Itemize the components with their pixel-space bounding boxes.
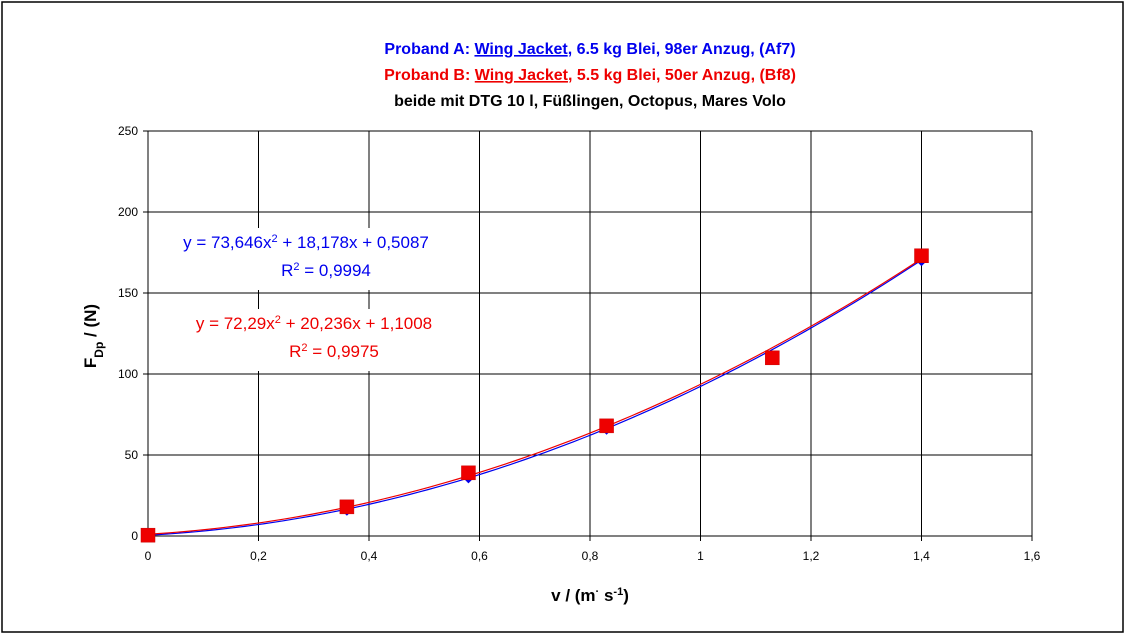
r-squared-exponent: 2 <box>301 342 307 354</box>
data-point-series-b <box>140 527 156 543</box>
r-squared-exponent: 2 <box>293 261 299 273</box>
x-tick-label: 1,4 <box>913 549 930 563</box>
y-axis-label-part: F <box>81 358 100 368</box>
equation-part: + 18,178x + 0,5087 <box>278 233 429 252</box>
y-tick-label: 150 <box>118 286 138 300</box>
y-tick-label: 250 <box>118 124 138 138</box>
chart-title-line: Proband B: Wing Jacket, 5.5 kg Blei, 50e… <box>384 67 796 84</box>
x-axis-label-exponent: -1 <box>613 586 623 598</box>
y-axis-label: FDp / (N) <box>81 304 106 368</box>
title-segment: beide mit DTG 10 l, Füßlingen, Octopus, … <box>394 93 786 110</box>
y-axis-label-part: / (N) <box>81 304 100 342</box>
y-axis-label-subscript: Dp <box>92 342 106 358</box>
x-tick-label: 1,6 <box>1024 549 1041 563</box>
x-tick-label: 0 <box>145 549 152 563</box>
equation-part: y = 73,646x <box>183 233 272 252</box>
fit-curve-series-b <box>147 258 922 535</box>
data-markers <box>140 248 929 543</box>
chart-title: Proband A: Wing Jacket, 6.5 kg Blei, 98e… <box>384 41 796 110</box>
x-tick-label: 1 <box>697 549 704 563</box>
equation-part: + 20,236x + 1,1008 <box>281 314 432 333</box>
data-point-series-b <box>765 350 780 366</box>
chart-title-line: Proband A: Wing Jacket, 6.5 kg Blei, 98e… <box>384 41 795 58</box>
y-tick-label: 0 <box>131 529 138 543</box>
x-axis-label-part: ) <box>623 586 629 605</box>
fit-equation-series-b: y = 72,29x2 + 20,236x + 1,1008 <box>196 314 432 333</box>
r-squared-part: = 0,9975 <box>308 342 379 361</box>
data-point-series-b <box>914 248 929 263</box>
equation-exponent: 2 <box>275 314 281 326</box>
data-point-series-b <box>461 465 476 481</box>
x-axis-label-dot: · <box>596 586 600 598</box>
grid-lines <box>148 130 1033 536</box>
x-tick-label: 0,4 <box>361 549 378 563</box>
r-squared-series-a: R2 = 0,9994 <box>281 261 371 280</box>
title-segment: Proband B: <box>384 67 475 84</box>
fit-curve-series-a <box>147 259 922 536</box>
title-segment: Wing Jacket <box>474 41 568 58</box>
x-tick-label: 0,6 <box>471 549 488 563</box>
r-squared-part: = 0,9994 <box>300 261 371 280</box>
title-segment: , 5.5 kg Blei, 50er Anzug, (Bf8) <box>568 67 796 84</box>
equation-background <box>156 228 456 290</box>
y-tick-label: 100 <box>118 367 138 381</box>
equation-background <box>164 309 464 371</box>
x-axis-label-part: v / (m <box>551 586 595 605</box>
fit-equation-series-a: y = 73,646x2 + 18,178x + 0,5087 <box>183 233 429 252</box>
axis-labels: v / (m· s-1) FDp / (N) <box>81 304 629 605</box>
x-tick-label: 1,2 <box>803 549 820 563</box>
data-point-series-b <box>599 418 614 434</box>
chart-title-line: beide mit DTG 10 l, Füßlingen, Octopus, … <box>394 93 786 110</box>
equation-part: y = 72,29x <box>196 314 275 333</box>
y-tick-label: 50 <box>125 448 139 462</box>
title-segment: Proband A: <box>384 41 474 58</box>
r-squared-part: R <box>289 342 301 361</box>
r-squared-series-b: R2 = 0,9975 <box>289 342 379 361</box>
equation-exponent: 2 <box>272 233 278 245</box>
fit-curves <box>147 258 922 536</box>
x-tick-label: 0,8 <box>582 549 599 563</box>
data-point-series-b <box>339 499 355 515</box>
x-tick-label: 0,2 <box>250 549 267 563</box>
tick-labels: 0 0,2 0,4 0,6 0,8 1 1,2 1,4 1,6 0 50 100 150 200 250 <box>118 124 1041 563</box>
y-tick-label: 200 <box>118 205 138 219</box>
r-squared-part: R <box>281 261 293 280</box>
x-axis-label-part: s <box>599 586 613 605</box>
title-segment: Wing Jacket <box>475 67 569 84</box>
x-axis-label: v / (m· s-1) <box>551 586 629 605</box>
title-segment: , 6.5 kg Blei, 98er Anzug, (Af7) <box>568 41 796 58</box>
